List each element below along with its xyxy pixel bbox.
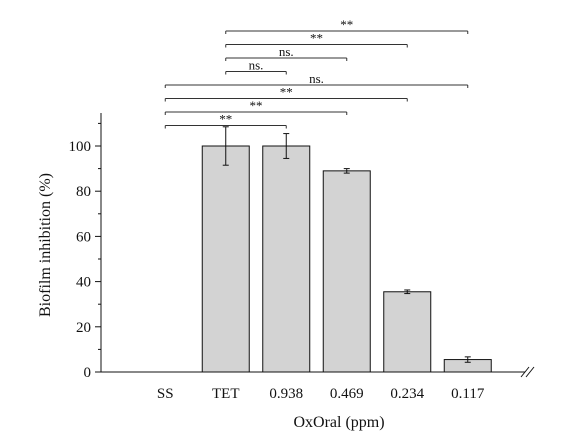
x-tick-label: 0.234 (390, 386, 424, 402)
significance-label: ** (250, 98, 263, 113)
y-tick-label: 40 (76, 275, 91, 291)
y-axis-label: Biofilm inhibition (%) (37, 173, 54, 317)
y-tick-label: 80 (76, 184, 91, 200)
axis-break-mark (520, 366, 530, 378)
significance-label: ** (280, 85, 293, 100)
y-tick-label: 0 (84, 365, 92, 381)
bar (383, 291, 432, 373)
significance-label: ** (340, 17, 353, 32)
x-tick-label: SS (157, 386, 174, 402)
significance-label: ns. (279, 44, 294, 59)
significance-label: ** (219, 112, 232, 127)
y-tick-label: 20 (76, 320, 91, 336)
x-tick-label: 0.469 (330, 386, 364, 402)
plot-area: 0 20 40 60 80 100 SS TET 0.938 0.469 0.234 0.117 ** *… (69, 17, 535, 402)
bar (262, 145, 311, 373)
significance-label: ns. (309, 71, 324, 86)
x-axis-label: OxOral (ppm) (293, 414, 384, 431)
bar (201, 145, 250, 373)
x-tick-label: 0.938 (269, 386, 303, 402)
significance-label: ns. (249, 58, 264, 73)
x-tick-label: 0.117 (451, 386, 485, 402)
y-tick-label: 100 (69, 139, 92, 155)
bar (322, 170, 371, 373)
y-tick-label: 60 (76, 229, 91, 245)
significance-label: ** (310, 31, 323, 46)
x-tick-label: TET (212, 386, 240, 402)
axis-break-mark (525, 366, 535, 378)
